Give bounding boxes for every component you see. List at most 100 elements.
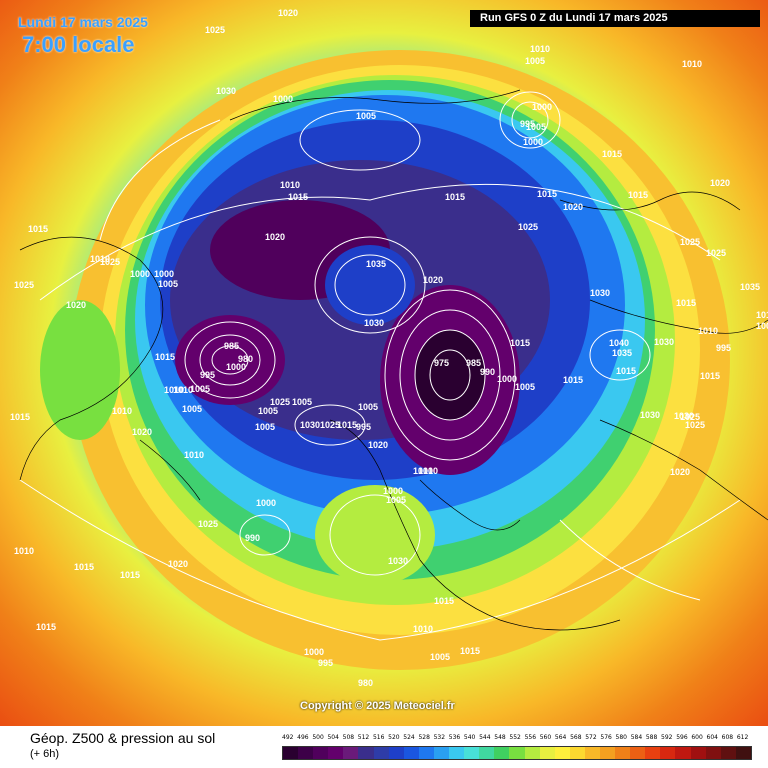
legend-tick: 492 bbox=[282, 734, 294, 741]
pressure-label: 1020 bbox=[66, 300, 86, 310]
legend-swatch bbox=[645, 747, 661, 759]
low-center-west bbox=[175, 315, 285, 405]
legend-tick: 520 bbox=[388, 734, 400, 741]
pressure-label: 1025 bbox=[270, 397, 290, 407]
pressure-label: 1020 bbox=[168, 559, 188, 569]
pressure-label: 1015 bbox=[616, 366, 636, 376]
pressure-label: 1005 bbox=[158, 279, 178, 289]
pressure-label: 1000 bbox=[226, 362, 246, 372]
legend-swatch bbox=[584, 747, 600, 759]
pressure-label: 1005 bbox=[386, 495, 406, 505]
legend-swatch bbox=[524, 747, 540, 759]
pressure-label: 1025 bbox=[205, 25, 225, 35]
pressure-label: 1015 bbox=[28, 224, 48, 234]
legend-tick: 532 bbox=[433, 734, 446, 741]
pressure-label: 1040 bbox=[609, 338, 629, 348]
pressure-label: 1005 bbox=[358, 402, 378, 412]
pressure-label: 1005 bbox=[292, 397, 312, 407]
legend-swatch bbox=[403, 747, 419, 759]
pressure-label: 1010 bbox=[530, 44, 550, 54]
legend-tick: 548 bbox=[494, 734, 506, 741]
pressure-label: 1005 bbox=[430, 652, 450, 662]
pressure-label: 1010 bbox=[756, 310, 768, 320]
run-info: Run GFS 0 Z du Lundi 17 mars 2025 bbox=[470, 10, 760, 27]
pressure-label: 1015 bbox=[563, 375, 583, 385]
legend-swatch bbox=[494, 747, 510, 759]
legend-tick: 576 bbox=[600, 734, 612, 741]
legend-swatch bbox=[509, 747, 525, 759]
pressure-label: 1035 bbox=[612, 348, 632, 358]
pressure-label: 975 bbox=[434, 358, 449, 368]
pressure-label: 1015 bbox=[434, 596, 454, 606]
pressure-label: 1020 bbox=[670, 467, 690, 477]
pressure-label: 1030 bbox=[674, 411, 694, 421]
pressure-label: 1025 bbox=[100, 257, 120, 267]
ridge-america bbox=[40, 300, 120, 440]
pressure-label: 1000 bbox=[130, 269, 150, 279]
pressure-label: 1030 bbox=[654, 337, 674, 347]
pressure-label: 1020 bbox=[368, 440, 388, 450]
pressure-label: 1020 bbox=[710, 178, 730, 188]
pressure-label: 1000 bbox=[532, 102, 552, 112]
pressure-label: 1030 bbox=[388, 556, 408, 566]
legend-tick: 516 bbox=[372, 734, 385, 741]
pressure-label: 980 bbox=[238, 354, 253, 364]
pressure-label: 1030 bbox=[300, 420, 320, 430]
pressure-label: 1025 bbox=[320, 420, 340, 430]
pressure-label: 1000 bbox=[497, 374, 517, 384]
legend-swatch bbox=[433, 747, 450, 759]
legend-ticks: 492 496 500 504 508 512 516 520 524 528 532 536 540 5… bbox=[282, 734, 752, 744]
legend-tick: 580 bbox=[615, 734, 627, 741]
pressure-label: 1020 bbox=[423, 275, 443, 285]
pressure-label: 1010 bbox=[184, 450, 204, 460]
pressure-label: 1020 bbox=[278, 8, 298, 18]
pressure-label: 1000 bbox=[256, 498, 276, 508]
map-subtitle: (+ 6h) bbox=[30, 748, 60, 760]
legend-swatch bbox=[690, 747, 706, 759]
pressure-label: 1005 bbox=[526, 122, 546, 132]
legend-tick: 560 bbox=[539, 734, 552, 741]
pressure-label: 1020 bbox=[132, 427, 152, 437]
map-title: Géop. Z500 & pression au sol bbox=[30, 730, 216, 746]
legend-tick: 608 bbox=[721, 734, 734, 741]
pressure-label: 1025 bbox=[685, 420, 705, 430]
pressure-label: 1030 bbox=[364, 318, 384, 328]
footer: Géop. Z500 & pression au sol (+ 6h) 492 4… bbox=[0, 726, 768, 768]
pressure-label: 1010 bbox=[280, 180, 300, 190]
pressure-label: 1015 bbox=[337, 420, 357, 430]
legend-swatch bbox=[373, 747, 389, 759]
pressure-label: 1015 bbox=[700, 371, 720, 381]
legend-tick: 556 bbox=[524, 734, 537, 741]
legend-tick: 540 bbox=[463, 734, 476, 741]
legend-tick: 612 bbox=[736, 734, 749, 741]
pressure-label: 1005 bbox=[356, 111, 376, 121]
legend-tick: 536 bbox=[448, 734, 461, 741]
legend-swatch bbox=[630, 747, 646, 759]
pressure-label: 1025 bbox=[706, 248, 726, 258]
pressure-label: 1000 bbox=[273, 94, 293, 104]
pressure-label: 1015 bbox=[628, 190, 648, 200]
pressure-label: 1010 bbox=[90, 254, 110, 264]
pressure-label: 1015 bbox=[155, 352, 175, 362]
pressure-label: 1010 bbox=[173, 385, 193, 395]
legend-tick: 512 bbox=[357, 734, 370, 741]
pressure-label: 1035 bbox=[740, 282, 760, 292]
legend-swatch bbox=[539, 747, 555, 759]
pressure-label: 1015 bbox=[602, 149, 622, 159]
legend-tick: 588 bbox=[645, 734, 658, 741]
legend-tick: 500 bbox=[312, 734, 324, 741]
pressure-label: 985 bbox=[466, 358, 481, 368]
pressure-label: 1010 bbox=[413, 624, 433, 634]
pressure-label: 1010 bbox=[164, 385, 184, 395]
legend-tick: 604 bbox=[706, 734, 718, 741]
legend-swatch bbox=[328, 747, 344, 759]
pressure-label: 1000 bbox=[154, 269, 174, 279]
pressure-label: 1030 bbox=[590, 288, 610, 298]
pressure-label: 1015 bbox=[676, 298, 696, 308]
pressure-label: 1025 bbox=[14, 280, 34, 290]
low-core-east bbox=[415, 330, 485, 420]
legend-swatch bbox=[615, 747, 631, 759]
legend-swatch bbox=[720, 747, 736, 759]
pressure-label: 1005 bbox=[190, 384, 210, 394]
legend-tick: 504 bbox=[327, 734, 339, 741]
